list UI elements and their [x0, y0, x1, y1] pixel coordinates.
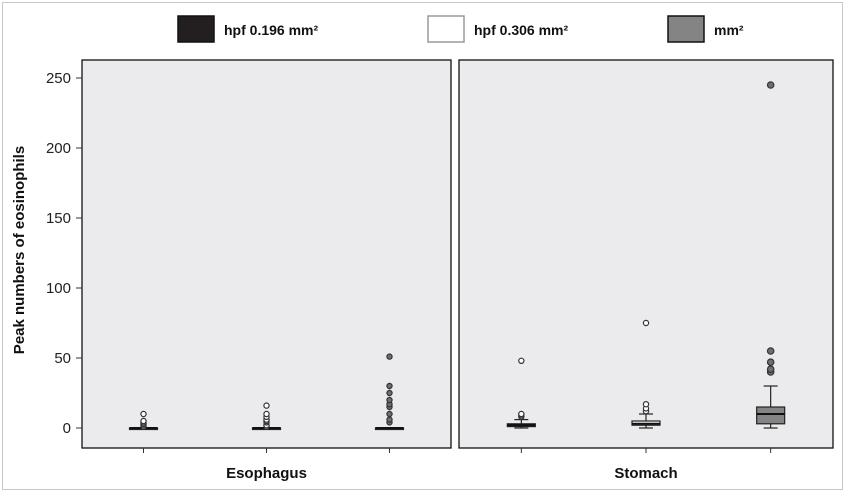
- outlier-stomach-mm-4: [766, 81, 775, 89]
- outlier-esophagus-mm-8: [386, 353, 393, 360]
- facet-label-esophagus: Esophagus: [226, 465, 307, 482]
- outlier-esophagus-mm-6: [386, 389, 393, 397]
- outlier-esophagus-hpf-0-306-mm-7: [263, 402, 270, 409]
- legend-swatch-mm: [667, 15, 705, 43]
- y-tick-label-250: 250: [46, 70, 71, 87]
- plot-panels: Esophagus Stomach: [81, 59, 834, 482]
- box-stomach-mm: [756, 406, 786, 425]
- y-tick-label-200: 200: [46, 140, 71, 157]
- facet-label-stomach: Stomach: [614, 465, 677, 482]
- y-axis-label: Peak numbers of eosinophils: [11, 146, 28, 354]
- outlier-esophagus-mm-2: [386, 410, 393, 418]
- outlier-stomach-hpf-0-196-mm-2: [518, 410, 525, 418]
- panel-stomach: [458, 59, 834, 449]
- outlier-esophagus-hpf-0-196-mm-4: [140, 417, 147, 425]
- outlier-esophagus-hpf-0-306-mm-6: [263, 410, 270, 418]
- outlier-stomach-mm-2: [766, 358, 775, 367]
- y-tick-label-150: 150: [46, 210, 71, 227]
- outlier-stomach-hpf-0-306-mm-2: [642, 401, 650, 408]
- outlier-esophagus-mm-5: [386, 396, 393, 404]
- outlier-stomach-hpf-0-196-mm-3: [518, 357, 525, 364]
- outlier-stomach-mm-3: [766, 347, 775, 355]
- outlier-esophagus-mm-7: [386, 382, 393, 390]
- y-axis: 0 50 100 150 200 250: [46, 70, 82, 437]
- panel-esophagus: [81, 59, 452, 449]
- outlier-esophagus-hpf-0-196-mm-5: [140, 410, 147, 418]
- legend-label-mm: mm²: [714, 22, 744, 38]
- outlier-stomach-mm-1: [766, 365, 775, 374]
- outlier-esophagus-mm-1: [386, 416, 393, 423]
- legend-swatch-hpf-0-196-mm: [177, 15, 215, 43]
- legend-label-hpf-0-196-mm: hpf 0.196 mm²: [224, 22, 318, 38]
- y-tick-label-0: 0: [63, 420, 71, 437]
- legend-swatch-hpf-0-306-mm: [427, 15, 465, 43]
- y-tick-label-100: 100: [46, 280, 71, 297]
- outlier-stomach-hpf-0-306-mm-3: [642, 319, 650, 327]
- y-tick-label-50: 50: [54, 350, 71, 367]
- legend-label-hpf-0-306-mm: hpf 0.306 mm²: [474, 22, 568, 38]
- legend: hpf 0.196 mm² hpf 0.306 mm² mm²: [177, 15, 744, 43]
